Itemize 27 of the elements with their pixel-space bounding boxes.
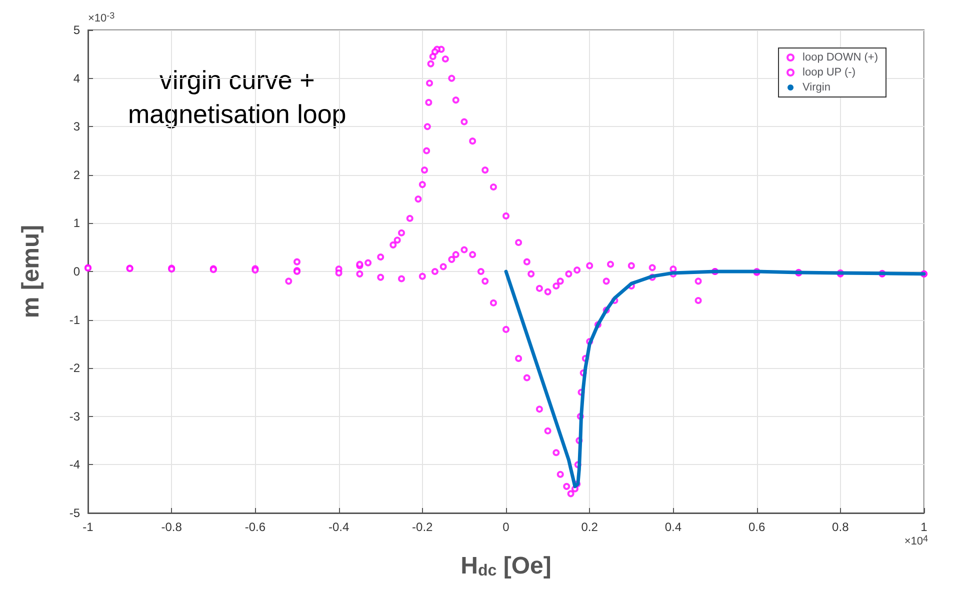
legend-label: Virgin bbox=[802, 82, 830, 94]
y-tick-label: 5 bbox=[73, 23, 80, 37]
y-tick-label: 1 bbox=[73, 216, 80, 230]
x-tick-label: 1 bbox=[920, 520, 928, 534]
x-tick-label: -1 bbox=[82, 520, 94, 534]
y-tick-label: -4 bbox=[69, 458, 80, 472]
y-tick-label: -2 bbox=[69, 361, 80, 376]
x-tick-label: -0.2 bbox=[412, 520, 434, 534]
y-tick-label: 0 bbox=[73, 264, 80, 278]
y-tick-label: -5 bbox=[69, 506, 80, 520]
x-axis-title: Hdc [Oe] bbox=[460, 552, 552, 580]
y-tick-label: -1 bbox=[69, 312, 80, 327]
y-tick-label: 4 bbox=[73, 71, 80, 86]
x-tick-label: 0.4 bbox=[664, 520, 682, 534]
y-tick-label: 3 bbox=[73, 120, 80, 134]
legend-label: loop DOWN (+) bbox=[802, 52, 878, 64]
legend-label: loop UP (-) bbox=[802, 66, 856, 78]
y-tick-label: -3 bbox=[69, 409, 80, 424]
x-tick-label: -0.6 bbox=[244, 520, 266, 534]
x-tick-label: 0.8 bbox=[832, 520, 850, 534]
x-tick-label: 0.6 bbox=[748, 520, 766, 534]
y-tick-label: 2 bbox=[73, 168, 80, 182]
x-tick-label: 0 bbox=[502, 520, 510, 534]
x-tick-label: 0.2 bbox=[581, 520, 598, 534]
x-tick-label: -0.4 bbox=[328, 520, 350, 534]
x-tick-label: -0.8 bbox=[161, 520, 182, 534]
y-axis-title: m [emu] bbox=[18, 224, 44, 318]
